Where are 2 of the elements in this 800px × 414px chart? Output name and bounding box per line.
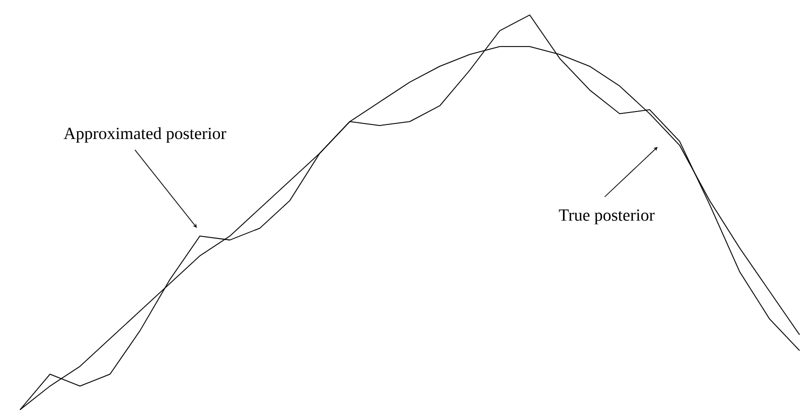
annotation: True posterior <box>558 210 655 224</box>
annotation: Approximated posterior <box>64 127 226 143</box>
